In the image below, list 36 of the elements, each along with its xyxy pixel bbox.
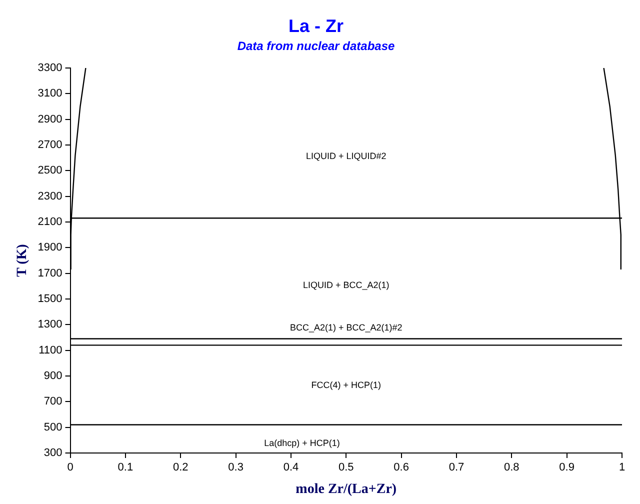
x-tick-label: 0.9 <box>559 462 574 474</box>
y-tick-label: 900 <box>44 370 62 382</box>
y-tick-label: 500 <box>44 421 62 434</box>
x-tick-label: 0.7 <box>448 462 464 474</box>
annotation: FCC(4) + HCP(1) <box>311 380 382 390</box>
y-tick-label: 2900 <box>38 113 62 126</box>
x-tick-label: 0.8 <box>504 462 520 474</box>
y-tick-label: 1900 <box>38 242 62 254</box>
x-axis-title: mole Zr/(La+Zr) <box>296 482 397 498</box>
y-tick-label: 1100 <box>38 344 62 356</box>
y-tick-label: 1700 <box>38 267 62 280</box>
y-tick-label: 2300 <box>38 190 62 202</box>
y-tick-label: 2100 <box>38 216 62 228</box>
annotation: LIQUID + LIQUID#2 <box>306 151 386 162</box>
annotation: LIQUID + BCC_A2(1) <box>302 280 390 290</box>
y-tick-label: 2500 <box>38 164 62 177</box>
x-tick-label: 0.3 <box>228 462 244 474</box>
y-axis-title: T (K) <box>15 244 30 277</box>
chart-title: La - Zr <box>288 16 344 36</box>
annotation: BCC_A2(1) + BCC_A2(1)#2 <box>290 322 402 332</box>
x-tick-label: 0.6 <box>394 462 409 474</box>
y-tick-label: 1500 <box>38 293 62 306</box>
x-tick-label: 0 <box>67 462 74 474</box>
y-tick-label: 700 <box>44 396 62 408</box>
x-tick-label: 0.5 <box>338 462 354 474</box>
x-tick-label: 0.2 <box>172 462 188 474</box>
y-tick-label: 3100 <box>38 88 62 100</box>
x-tick-label: 1 <box>618 462 626 474</box>
chart-subtitle: Data from nuclear database <box>237 39 396 54</box>
x-tick-label: 0.1 <box>118 462 134 474</box>
x-tick-label: 0.4 <box>283 462 299 474</box>
y-tick-label: 300 <box>44 447 62 460</box>
y-tick-label: 1300 <box>38 318 62 331</box>
annotation: La(dhcp) + HCP(1) <box>264 438 340 448</box>
y-tick-label: 2700 <box>38 139 62 152</box>
y-tick-label: 3300 <box>38 62 62 74</box>
